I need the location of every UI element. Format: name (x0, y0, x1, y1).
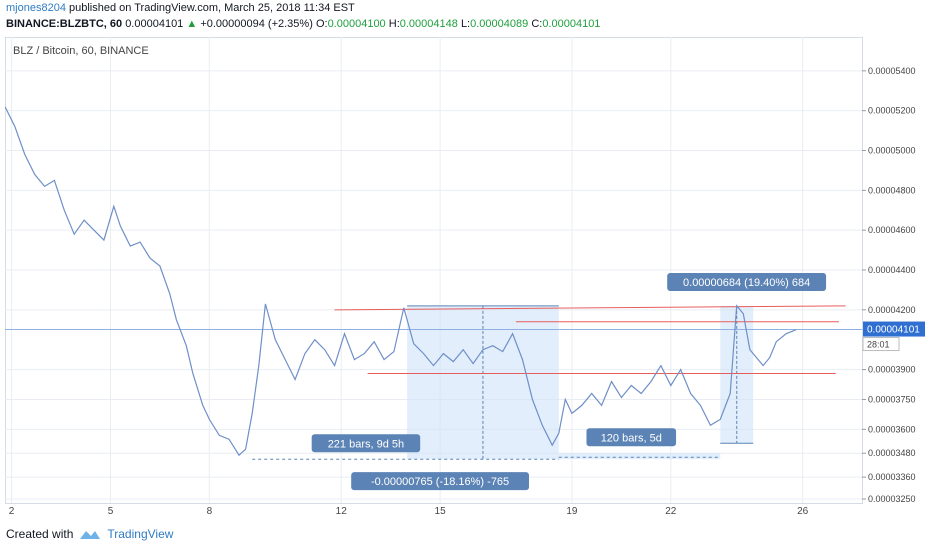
countdown-text: 28:01 (867, 340, 890, 350)
measure-bars-label-2-box (586, 428, 677, 447)
x-tick-label: 26 (797, 506, 809, 517)
measure-bars-label-1-box (311, 434, 421, 453)
low-value: 0.00004089 (470, 18, 529, 30)
publish-info: mjones8204 published on TradingView.com,… (6, 2, 355, 14)
x-tick-label: 15 (435, 506, 447, 517)
created-with-label: Created with (6, 527, 74, 541)
last-value: 0.00004101 (125, 18, 184, 30)
y-tick-label: 0.00005200 (868, 106, 916, 116)
low-label: L: (460, 18, 471, 30)
footer: Created with TradingView (6, 527, 173, 541)
measure-change-label-3: 0.00000684 (19.40%) 684 (683, 277, 810, 289)
x-tick-label: 2 (9, 506, 15, 517)
symbol-label: BINANCE:BLZBTC, 60 (6, 18, 123, 30)
tradingview-logo-icon[interactable] (79, 528, 101, 540)
y-tick-label: 0.00003600 (868, 424, 916, 434)
high-value: 0.00004148 (399, 18, 458, 30)
y-tick-label: 0.00003360 (868, 472, 916, 482)
x-tick-label: 22 (665, 506, 677, 517)
y-tick-label: 0.00004600 (868, 225, 916, 235)
y-tick-label: 0.00005000 (868, 146, 916, 156)
y-tick-label: 0.00003900 (868, 365, 916, 375)
y-tick-label: 0.00003480 (868, 448, 916, 458)
countdown-tag (862, 337, 900, 352)
ohlc-bar: BINANCE:BLZBTC, 60 0.00004101 ▲ +0.00000… (6, 18, 600, 30)
x-tick-label: 19 (566, 506, 578, 517)
price-chart[interactable]: 2 5 8 12 15 19 22 26 0.00005400 0.00005200 0.00005… (4, 37, 926, 517)
open-value: 0.00004100 (327, 18, 386, 30)
chart-title: BLZ / Bitcoin, 60, BINANCE (13, 45, 149, 57)
high-label: H: (388, 18, 400, 30)
publish-text: published on TradingView.com, March 25, … (69, 2, 355, 14)
close-label: C: (531, 18, 543, 30)
y-tick-label: 0.00004400 (868, 265, 916, 275)
chart-container[interactable]: 2 5 8 12 15 19 22 26 0.00005400 0.00005200 0.00005… (4, 37, 926, 517)
up-arrow-icon: ▲ (186, 18, 198, 30)
y-tick-label: 0.00003250 (868, 494, 916, 504)
measure-bars-label-2: 120 bars, 5d (601, 432, 662, 444)
last-price-text: 0.00004101 (867, 325, 920, 336)
red-level-line (334, 305, 846, 311)
x-tick-label: 12 (336, 506, 348, 517)
open-label: O: (315, 18, 328, 30)
price-series-line (4, 106, 797, 457)
measure-change-label-3-box (667, 272, 827, 291)
change-value: +0.00000094 (+2.35%) (200, 18, 313, 30)
last-price-tag (863, 321, 925, 337)
close-value: 0.00004101 (542, 18, 601, 30)
measure-box-2 (558, 453, 721, 460)
tradingview-link[interactable]: TradingView (107, 527, 174, 541)
measure-change-label-1-box (351, 472, 529, 491)
author-link[interactable]: mjones8204 (6, 2, 66, 14)
y-tick-label: 0.00004800 (868, 185, 916, 195)
x-tick-label: 5 (108, 506, 114, 517)
y-tick-label: 0.00004200 (868, 305, 916, 315)
y-tick-label: 0.00003750 (868, 394, 916, 404)
x-tick-label: 8 (207, 506, 213, 517)
measure-change-label-1: -0.00000765 (-18.16%) -765 (371, 476, 509, 488)
measure-bars-label-1: 221 bars, 9d 5h (328, 438, 404, 450)
y-tick-label: 0.00005400 (868, 66, 916, 76)
